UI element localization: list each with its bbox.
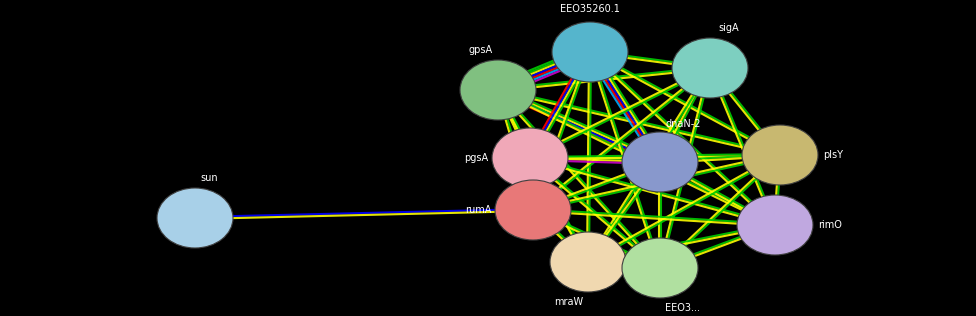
Ellipse shape <box>495 180 571 240</box>
Text: EEO3...: EEO3... <box>665 303 700 313</box>
Ellipse shape <box>550 232 626 292</box>
Ellipse shape <box>622 238 698 298</box>
Text: pgsA: pgsA <box>464 153 488 163</box>
Ellipse shape <box>492 128 568 188</box>
Ellipse shape <box>672 38 748 98</box>
Text: rumA: rumA <box>465 205 491 215</box>
Text: sigA: sigA <box>718 23 739 33</box>
Ellipse shape <box>737 195 813 255</box>
Text: mraW: mraW <box>553 297 583 307</box>
Ellipse shape <box>742 125 818 185</box>
Ellipse shape <box>622 132 698 192</box>
Text: sun: sun <box>200 173 218 183</box>
Ellipse shape <box>552 22 628 82</box>
Text: plsY: plsY <box>823 150 843 160</box>
Text: rimO: rimO <box>818 220 842 230</box>
Text: EEO35260.1: EEO35260.1 <box>560 4 620 14</box>
Text: gpsA: gpsA <box>468 45 493 55</box>
Ellipse shape <box>157 188 233 248</box>
Text: dnaN-2: dnaN-2 <box>665 119 701 129</box>
Ellipse shape <box>460 60 536 120</box>
